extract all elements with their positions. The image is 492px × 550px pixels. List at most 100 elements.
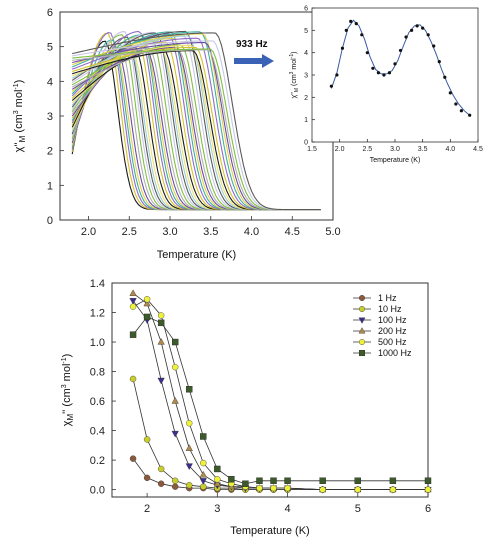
inset-data-point	[398, 48, 403, 53]
series-point	[157, 465, 165, 473]
y-tick-label: 5	[304, 28, 308, 35]
series-point	[157, 319, 165, 327]
series-point	[228, 476, 235, 483]
bottom-ylabel-unit: (cm	[61, 388, 73, 409]
inset-y-axis-label: χ''M (cm3 mol-1)	[289, 52, 300, 99]
x-tick-label: 2.5	[122, 226, 137, 238]
series-point	[143, 313, 151, 321]
inset-ylabel-symbol: χ''	[291, 92, 298, 98]
arrow-frequency-label: 933 Hz	[236, 39, 268, 50]
x-tick-label: 3.0	[390, 146, 400, 153]
x-tick-label: 5.0	[325, 226, 340, 238]
legend-marker	[359, 350, 366, 357]
series-point	[143, 296, 151, 303]
series-point	[199, 478, 207, 485]
legend-label: 500 Hz	[378, 337, 407, 347]
series-point	[270, 484, 277, 492]
x-tick-label: 3.5	[203, 226, 218, 238]
series-point	[214, 476, 221, 483]
legend-marker	[358, 327, 366, 334]
x-tick-label: 4.5	[285, 226, 300, 238]
x-tick-label: 5	[355, 503, 361, 515]
legend-label: 10 Hz	[378, 304, 402, 314]
inset-data-point	[448, 91, 452, 95]
legend-label: 100 Hz	[378, 315, 407, 325]
series-point	[171, 363, 179, 371]
inset-data-point	[468, 113, 472, 117]
inset-data-point	[360, 33, 364, 37]
inset-data-point	[371, 66, 375, 70]
x-tick-label: 2.0	[81, 226, 96, 238]
series-point	[157, 312, 165, 319]
bottom-axes: 2 3 4 5 6 0.0 0.2 0.4 0.6 0.8 1.0 1.2 1.4	[90, 278, 431, 515]
inset-data-point	[344, 28, 348, 32]
inset-ylabel-sup1: 3	[289, 71, 295, 74]
y-tick-label: 2	[304, 95, 308, 102]
inset-plot-frame	[311, 7, 479, 143]
main-ylabel-unit: (cm	[13, 114, 25, 135]
main-ylabel-symbol: χ''	[13, 142, 25, 152]
inset-chart: 1.5 2.0 2.5 3.0 3.5 4.0 4.5 0 1 2 3 4 5 6 Temperature…	[289, 6, 483, 165]
series-point	[129, 375, 137, 383]
inset-data-point	[432, 44, 436, 48]
inset-data-point	[426, 33, 430, 37]
inset-ylabel-unit: (cm	[291, 74, 298, 88]
inset-data-point	[376, 71, 380, 75]
x-tick-label: 1.5	[307, 146, 317, 153]
inset-data-point	[349, 19, 353, 23]
series-point	[319, 477, 326, 484]
main-ylabel-sup1: 3	[13, 110, 20, 114]
main-ylabel-sup2: -1	[13, 83, 20, 89]
main-x-axis-label: Temperature (K)	[157, 249, 236, 261]
inset-data-point	[454, 102, 458, 106]
series-point	[214, 465, 221, 473]
series-point	[200, 433, 207, 440]
series-point	[143, 299, 151, 307]
legend-label: 200 Hz	[378, 326, 407, 336]
arrow-icon	[234, 54, 274, 68]
bottom-y-axis-label: χM'' (cm3 mol-1)	[61, 354, 75, 427]
series-point	[424, 477, 432, 484]
y-tick-label: 2	[47, 146, 53, 158]
series-point	[389, 486, 397, 493]
inset-ylabel-end: )	[291, 52, 298, 54]
y-tick-label: 1.0	[90, 337, 105, 349]
x-tick-label: 3.5	[418, 146, 428, 153]
y-tick-label: 0.0	[90, 485, 105, 497]
main-ylabel-sub: M	[18, 135, 27, 142]
inset-x-axis-label: Temperature (K)	[370, 157, 421, 164]
main-ylabel-end: )	[13, 80, 25, 84]
y-tick-label: 0.2	[90, 455, 105, 467]
series-point	[129, 303, 137, 310]
series-point	[186, 420, 193, 427]
x-tick-label: 3	[214, 503, 220, 515]
x-tick-label: 3.0	[162, 226, 177, 238]
y-tick-label: 0.6	[90, 396, 105, 408]
series-line	[132, 378, 428, 490]
y-tick-label: 0	[304, 140, 308, 147]
inset-data-point	[365, 51, 369, 55]
inset-ylabel-unit2: mol	[291, 58, 298, 72]
x-tick-label: 2.5	[362, 146, 372, 153]
series-point	[354, 477, 361, 484]
inset-data-point	[354, 22, 358, 26]
y-tick-label: 5	[47, 42, 53, 54]
series-point	[171, 430, 179, 438]
series-point	[319, 486, 326, 493]
series-point	[129, 298, 137, 305]
series-point	[129, 455, 137, 462]
y-tick-label: 0.4	[90, 426, 105, 438]
series-point	[157, 377, 165, 385]
series-point	[200, 459, 207, 467]
main-curve-family	[71, 30, 321, 211]
series-point	[143, 436, 151, 443]
y-tick-label: 4	[47, 76, 53, 88]
series-point	[171, 338, 179, 346]
inset-data-point	[335, 73, 339, 77]
y-tick-label: 1.2	[90, 308, 105, 320]
inset-axes: 1.5 2.0 2.5 3.0 3.5 4.0 4.5 0 1 2 3 4 5 6	[304, 6, 483, 154]
series-line	[132, 316, 428, 485]
